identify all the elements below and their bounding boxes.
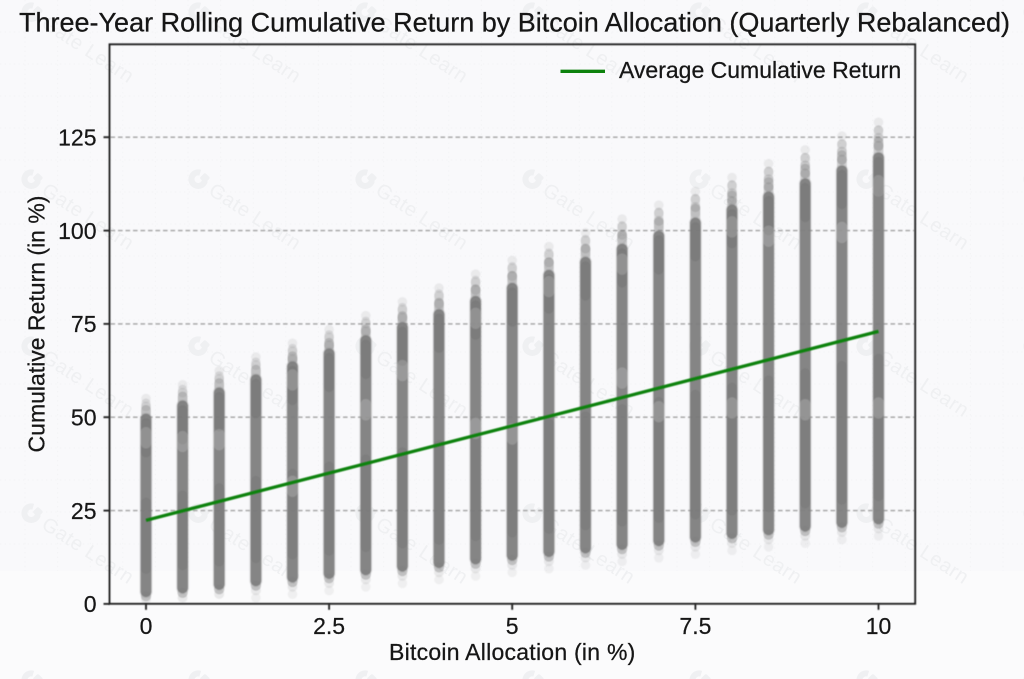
svg-text:100: 100 xyxy=(58,218,96,244)
svg-text:125: 125 xyxy=(58,124,96,150)
svg-text:75: 75 xyxy=(71,311,97,337)
svg-text:7.5: 7.5 xyxy=(679,613,711,639)
svg-text:Cumulative Return (in %): Cumulative Return (in %) xyxy=(24,196,50,453)
svg-text:0: 0 xyxy=(140,613,153,639)
svg-text:Average Cumulative Return: Average Cumulative Return xyxy=(619,57,901,83)
svg-text:10: 10 xyxy=(866,613,892,639)
svg-text:Three-Year Rolling Cumulative: Three-Year Rolling Cumulative Return by … xyxy=(19,8,1010,38)
svg-text:Bitcoin Allocation (in %): Bitcoin Allocation (in %) xyxy=(389,639,636,665)
svg-text:25: 25 xyxy=(71,498,97,524)
svg-text:2.5: 2.5 xyxy=(313,613,345,639)
svg-text:5: 5 xyxy=(506,613,519,639)
svg-text:50: 50 xyxy=(71,404,97,430)
svg-text:0: 0 xyxy=(84,591,97,617)
